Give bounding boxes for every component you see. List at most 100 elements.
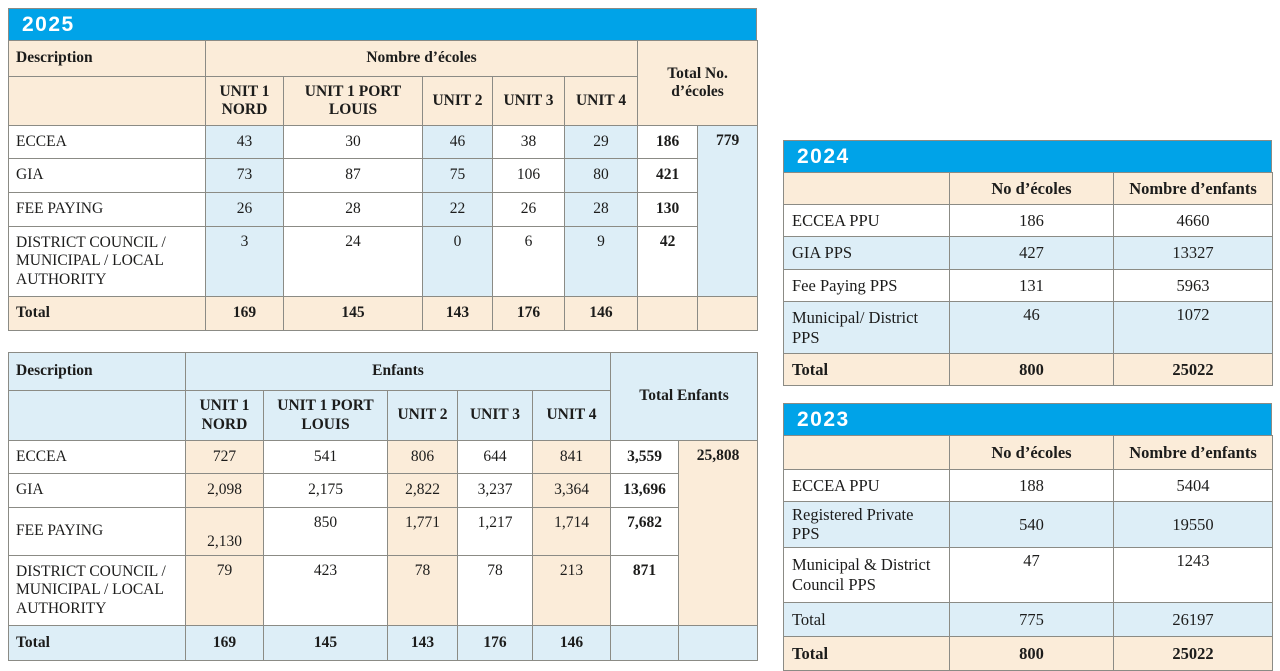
row-label-cell: Fee Paying PPS [783, 269, 950, 302]
data-cell: 1,714 [532, 507, 611, 556]
header-nombre-enfants: Nombre d’enfants [1113, 172, 1273, 205]
row-total-cell: 13,696 [610, 473, 679, 508]
total-value-cell: 176 [492, 296, 565, 331]
row-label-cell: ECCEA [8, 440, 186, 474]
header-unit4: UNIT 4 [563, 76, 639, 126]
total-label-cell: Total [783, 353, 950, 386]
total-value-cell: 169 [185, 625, 264, 661]
header-unit2: UNIT 2 [387, 390, 458, 441]
data-cell: 775 [949, 601, 1114, 637]
header-unit2: UNIT 2 [422, 76, 493, 126]
data-cell: 75 [422, 158, 493, 193]
table-row: GIA PPS 427 13327 [783, 236, 1273, 270]
row-label-cell: GIA [8, 158, 206, 193]
header-description: Description [8, 40, 206, 77]
data-cell: 78 [387, 555, 458, 626]
header-row-2: UNIT 1 NORD UNIT 1 PORT LOUIS UNIT 2 UNI… [8, 390, 758, 441]
data-cell: 80 [563, 158, 639, 193]
header-unit1-nord: UNIT 1 NORD [185, 390, 264, 441]
data-cell: 3 [205, 226, 284, 297]
grand-total-cell: 25,808 [677, 440, 759, 626]
data-cell: 3,364 [532, 473, 611, 508]
table-row: Registered Private PPS 540 19550 [783, 501, 1273, 548]
row-total-cell: 130 [637, 192, 699, 227]
year-title-2023: 2023 [783, 403, 1272, 435]
row-label-cell: Registered Private PPS [783, 501, 950, 548]
row-total-cell: 186 [637, 125, 699, 159]
data-cell: 1072 [1113, 301, 1273, 354]
header-total-ecoles: Total No. d’écoles [637, 40, 759, 126]
data-cell: 73 [205, 158, 284, 193]
data-cell: 427 [949, 236, 1114, 270]
total-value-cell: 800 [949, 635, 1114, 671]
data-cell: 0 [422, 226, 493, 297]
section-2025-ecoles: 2025 Description Nombre d’écoles Total N… [8, 8, 759, 331]
data-cell: 2,822 [387, 473, 458, 508]
row-total-cell: 3,559 [610, 440, 679, 474]
row-label-cell: FEE PAYING [8, 192, 206, 227]
row-label-cell: Municipal/ District PPS [783, 301, 950, 354]
total-value-cell: 145 [263, 625, 388, 661]
header-unit3: UNIT 3 [457, 390, 533, 441]
row-label-cell: ECCEA [8, 125, 206, 159]
data-cell: 188 [949, 469, 1114, 502]
section-2025-enfants: Description Enfants Total Enfants UNIT 1… [8, 352, 759, 661]
data-cell: 423 [263, 555, 388, 626]
table-row: ECCEA PPU 186 4660 [783, 204, 1273, 237]
data-cell: 26197 [1113, 601, 1273, 637]
data-cell: 727 [185, 440, 264, 474]
data-cell: 78 [457, 555, 533, 626]
data-cell: 186 [949, 204, 1114, 237]
row-label-cell: DISTRICT COUNCIL / MUNICIPAL / LOCAL AUT… [8, 555, 186, 626]
total-row: Total 800 25022 [783, 635, 1273, 671]
row-label-cell: FEE PAYING [8, 507, 186, 556]
total-value-cell: 800 [949, 353, 1114, 386]
data-cell: 9 [563, 226, 639, 297]
data-cell: 1243 [1113, 546, 1273, 603]
data-cell: 79 [185, 555, 264, 626]
data-cell: 3,237 [457, 473, 533, 508]
total-label-cell: Total [8, 296, 206, 331]
header-unit1-port-louis: UNIT 1 PORT LOUIS [283, 76, 423, 126]
header-nombre-enfants: Nombre d’enfants [1113, 435, 1273, 470]
header-no-ecoles: No d’écoles [949, 435, 1114, 470]
header-row-1: Description Nombre d’écoles Total No. d’… [8, 40, 759, 126]
header-empty-cell [8, 76, 206, 126]
data-cell: 2,175 [263, 473, 388, 508]
total-value-cell: 146 [563, 296, 639, 331]
header-row: No d’écoles Nombre d’enfants [783, 172, 1273, 205]
data-cell: 13327 [1113, 236, 1273, 270]
table-row: DISTRICT COUNCIL / MUNICIPAL / LOCAL AUT… [8, 555, 758, 626]
data-cell: 87 [283, 158, 423, 193]
table-row: GIA 2,098 2,175 2,822 3,237 3,364 13,696 [8, 473, 758, 508]
table-row: ECCEA 727 541 806 644 841 3,559 25,808 [8, 440, 759, 626]
total-value-cell: 145 [283, 296, 423, 331]
data-cell: 1,771 [387, 507, 458, 556]
table-row: Fee Paying PPS 131 5963 [783, 269, 1273, 302]
data-cell: 644 [457, 440, 533, 474]
subtotal-row: Total 775 26197 [783, 601, 1273, 637]
data-cell: 26 [205, 192, 284, 227]
total-value-cell: 143 [422, 296, 493, 331]
header-unit3: UNIT 3 [492, 76, 565, 126]
header-group-ecoles: Nombre d’écoles [204, 40, 639, 77]
row-total-cell: 7,682 [610, 507, 679, 556]
table-row: ECCEA 43 30 46 38 29 186 779 [8, 125, 759, 297]
data-cell: 47 [949, 546, 1114, 603]
data-cell: 541 [263, 440, 388, 474]
row-label-cell: DISTRICT COUNCIL / MUNICIPAL / LOCAL AUT… [8, 226, 206, 297]
header-row: No d’écoles Nombre d’enfants [783, 435, 1273, 470]
row-label-cell: Municipal & District Council PPS [783, 546, 950, 603]
total-value-cell: 176 [457, 625, 533, 661]
data-cell: 28 [563, 192, 639, 227]
data-cell: 46 [422, 125, 493, 159]
data-cell: 2,130 [185, 507, 264, 556]
total-value-cell: 146 [532, 625, 611, 661]
total-empty-cell [697, 296, 759, 331]
table-2024: No d’écoles Nombre d’enfants ECCEA PPU 1… [783, 172, 1273, 386]
data-cell: 806 [387, 440, 458, 474]
data-cell: 841 [532, 440, 611, 474]
data-cell: 46 [949, 301, 1114, 354]
header-unit4: UNIT 4 [532, 390, 611, 441]
header-empty-cell [783, 435, 950, 470]
